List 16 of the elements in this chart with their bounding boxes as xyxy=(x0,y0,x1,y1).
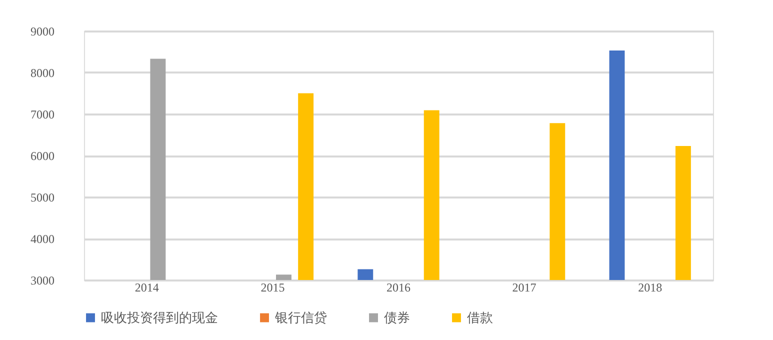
x-tick-label: 2015 xyxy=(260,280,285,294)
y-tick-label: 6000 xyxy=(30,149,54,163)
y-tick-label: 4000 xyxy=(30,232,54,246)
legend-label: 吸收投资得到的现金 xyxy=(101,310,218,326)
legend-label: 借款 xyxy=(467,310,493,326)
x-tick-label: 2014 xyxy=(134,280,159,294)
y-tick-label: 5000 xyxy=(30,190,54,204)
x-tick-label: 2018 xyxy=(638,280,662,294)
legend-label: 银行信贷 xyxy=(274,310,327,326)
legend-label: 债券 xyxy=(384,310,410,326)
x-tick-label: 2017 xyxy=(512,280,536,294)
y-tick-label: 9000 xyxy=(30,24,54,38)
x-tick-label: 2016 xyxy=(386,280,410,294)
y-tick-label: 8000 xyxy=(30,66,54,80)
y-tick-label: 3000 xyxy=(30,274,54,288)
y-tick-label: 7000 xyxy=(30,108,54,122)
